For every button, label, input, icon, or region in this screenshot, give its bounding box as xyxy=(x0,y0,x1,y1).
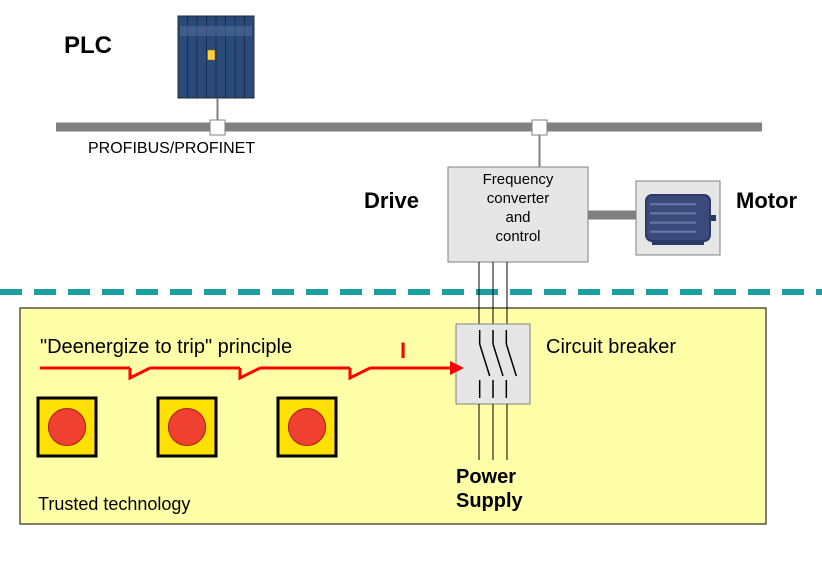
drive-bus-node xyxy=(532,120,547,135)
plc-bus-node xyxy=(210,120,225,135)
principle-label: "Deenergize to trip" principle xyxy=(40,336,292,359)
motor-icon xyxy=(636,181,720,255)
power-label: Power xyxy=(456,466,516,489)
freq-line-2: converter xyxy=(448,189,588,208)
freq-line-3: and xyxy=(448,208,588,227)
estop-button-2 xyxy=(158,398,216,456)
freq-line-4: control xyxy=(448,227,588,246)
trusted-label: Trusted technology xyxy=(38,494,190,515)
freq-box-text: Frequency converter and control xyxy=(448,170,588,246)
motor-label: Motor xyxy=(736,188,797,214)
supply-label: Supply xyxy=(456,490,523,513)
plc-icon xyxy=(178,16,254,123)
bus-label: PROFIBUS/PROFINET xyxy=(88,140,255,158)
estop-button-1 xyxy=(38,398,96,456)
freq-line-1: Frequency xyxy=(448,170,588,189)
breaker-label: Circuit breaker xyxy=(546,336,676,359)
current-symbol: I xyxy=(400,338,406,364)
plc-label: PLC xyxy=(64,32,112,60)
drive-label: Drive xyxy=(364,188,419,214)
estop-button-3 xyxy=(278,398,336,456)
circuit-breaker-icon xyxy=(456,324,530,404)
